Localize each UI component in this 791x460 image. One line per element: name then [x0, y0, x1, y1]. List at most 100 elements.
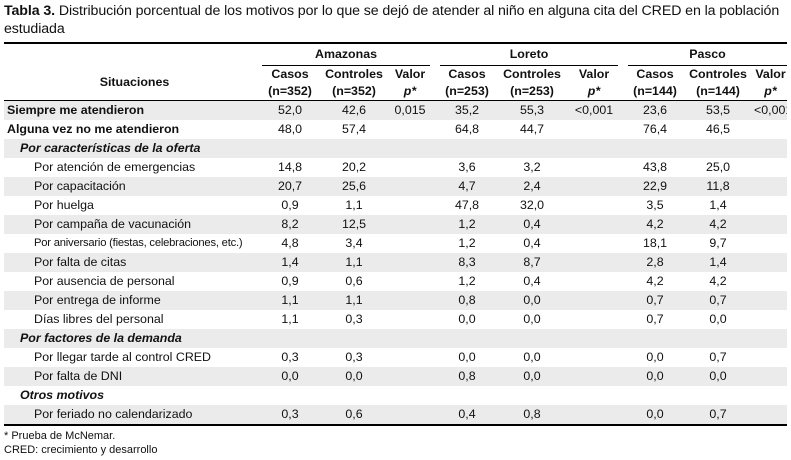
value-cell [754, 348, 787, 367]
casos-n: (n=144) [628, 83, 682, 101]
value-cell [754, 272, 787, 291]
table-row: Por feriado no calendarizado 0,3 0,6 0,4 0,8… [4, 405, 787, 426]
value-cell: 0,015 [390, 100, 430, 120]
value-cell [570, 310, 618, 329]
value-cell: 9,7 [709, 236, 727, 250]
value-cell [754, 291, 787, 310]
row-label: Por aniversario (fiestas, celebraciones,… [34, 237, 243, 249]
value-cell [754, 310, 787, 329]
value-cell: 0,7 [646, 312, 664, 326]
row-label: Por entrega de informe [4, 291, 262, 310]
value-cell: 1,4 [682, 253, 754, 272]
value-cell [570, 158, 618, 177]
row-label: Alguna vez no me atendieron [7, 122, 180, 136]
controles-header: Controles [325, 67, 383, 81]
value-cell: 0,0 [262, 367, 318, 386]
section-row: Otros motivos [4, 386, 787, 405]
value-cell [754, 158, 787, 177]
gap-cell [430, 234, 440, 253]
table-row: Por huelga 0,9 1,1 47,8 32,0 3,5 1,4 [4, 196, 787, 215]
gap-cell [430, 291, 440, 310]
value-cell: 0,8 [494, 405, 570, 426]
caption-text: Distribución porcentual de los motivos p… [4, 3, 780, 37]
value-cell: 0,0 [628, 367, 682, 386]
value-cell [390, 310, 430, 329]
region-header-loreto: Loreto [440, 44, 618, 66]
value-cell: 0,6 [318, 405, 390, 426]
value-cell: 2,4 [494, 177, 570, 196]
value-cell: 0,3 [345, 312, 363, 326]
gap-cell [618, 367, 628, 386]
row-label: Por huelga [34, 198, 94, 212]
value-cell: 3,6 [458, 160, 476, 174]
value-cell: <0,001 [754, 100, 787, 120]
controles-header: Controles [689, 67, 747, 81]
gap-cell [618, 310, 628, 329]
gap-cell [430, 405, 440, 426]
value-cell: 4,7 [440, 177, 494, 196]
value-cell: 48,0 [277, 122, 303, 136]
value-cell [570, 405, 618, 426]
value-cell [570, 196, 618, 215]
p-header: p* [403, 84, 417, 98]
table-row: Por falta de citas 1,4 1,1 8,3 8,7 2,8 1,4 [4, 253, 787, 272]
gap-cell [430, 100, 440, 120]
value-cell [754, 253, 787, 272]
row-label: Días libres del personal [34, 312, 164, 326]
value-cell [570, 291, 618, 310]
value-cell [570, 177, 618, 196]
controles-header: Controles [503, 67, 561, 81]
value-cell: 4,2 [646, 274, 664, 288]
value-cell [570, 120, 618, 139]
value-cell [754, 215, 787, 234]
value-cell [754, 196, 787, 215]
value-cell: 2,8 [628, 253, 682, 272]
value-cell [390, 348, 430, 367]
value-cell: 0,0 [458, 350, 476, 364]
value-cell: 0,3 [262, 405, 318, 426]
value-cell [390, 367, 430, 386]
gap-cell [618, 272, 628, 291]
value-cell [570, 348, 618, 367]
table-row: Por campaña de vacunación 8,2 12,5 1,2 0,4 4,… [4, 215, 787, 234]
value-cell [570, 367, 618, 386]
table-row: Por falta de DNI 0,0 0,0 0,8 0,0 0,0 0,0 [4, 367, 787, 386]
value-cell: 55,3 [494, 100, 570, 120]
value-cell: 1,1 [281, 312, 299, 326]
table-row: Por aniversario (fiestas, celebraciones,… [4, 234, 787, 253]
value-cell: 52,0 [262, 100, 318, 120]
value-cell: 0,7 [682, 405, 754, 426]
value-cell: 0,8 [440, 367, 494, 386]
controles-n: (n=352) [318, 83, 390, 101]
valor-header: Valor [578, 67, 610, 81]
value-cell [570, 253, 618, 272]
value-cell: 25,0 [705, 160, 731, 174]
value-cell: 0,0 [709, 312, 727, 326]
value-cell: 0,0 [646, 350, 664, 364]
value-cell: 8,7 [494, 253, 570, 272]
value-cell: 0,9 [281, 198, 299, 212]
row-label: Por atención de emergencias [34, 160, 196, 174]
value-cell: 20,7 [262, 177, 318, 196]
value-cell: 0,0 [318, 367, 390, 386]
value-cell [754, 234, 787, 253]
casos-n: (n=253) [440, 83, 494, 101]
value-cell: 4,2 [628, 215, 682, 234]
value-cell: 0,0 [494, 367, 570, 386]
value-cell: 25,6 [318, 177, 390, 196]
value-cell: 1,1 [262, 291, 318, 310]
valor-header: Valor [394, 67, 426, 81]
row-label: Por llegar tarde al control CRED [34, 350, 211, 364]
value-cell [570, 272, 618, 291]
gap-cell [618, 120, 628, 139]
value-cell: 20,2 [341, 160, 367, 174]
value-cell [754, 177, 787, 196]
region-header-pasco: Pasco [628, 44, 787, 66]
value-cell: 44,7 [519, 122, 545, 136]
value-cell: 0,4 [523, 236, 541, 250]
value-cell: 3,4 [345, 236, 363, 250]
casos-header: Casos [448, 67, 486, 81]
controles-n: (n=253) [494, 83, 570, 101]
row-label: Por campaña de vacunación [4, 215, 262, 234]
